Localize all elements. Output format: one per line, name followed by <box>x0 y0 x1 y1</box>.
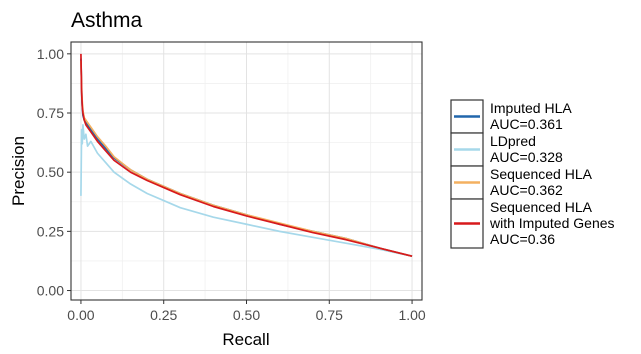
y-axis-ticks: 0.00 0.25 0.50 0.75 1.00 <box>37 46 71 299</box>
legend-label-line: with Imputed Genes <box>489 215 615 231</box>
x-tick-label-0: 0.00 <box>67 307 94 323</box>
x-tick-label-3: 0.75 <box>316 307 343 323</box>
legend-label-line: Sequenced HLA <box>490 199 593 215</box>
y-axis-title: Precision <box>9 136 28 206</box>
legend-label-line: AUC=0.362 <box>490 182 563 198</box>
y-tick-label-3: 0.75 <box>37 105 64 121</box>
x-tick-label-4: 1.00 <box>398 307 425 323</box>
series-lines <box>80 53 413 258</box>
y-tick-label-1: 0.25 <box>37 223 64 239</box>
legend-label-line: LDpred <box>490 133 536 149</box>
y-tick-label-0: 0.00 <box>37 283 64 299</box>
legend-label-line: Imputed HLA <box>490 100 572 116</box>
legend-label-0: Imputed HLA AUC=0.361 <box>490 100 572 132</box>
legend-label-1: LDpred AUC=0.328 <box>490 133 563 165</box>
legend-label-line: AUC=0.36 <box>490 231 555 247</box>
legend-label-line: AUC=0.361 <box>490 116 563 132</box>
legend-label-line: AUC=0.328 <box>490 149 563 165</box>
legend-label-line: Sequenced HLA <box>490 166 593 182</box>
x-tick-label-2: 0.50 <box>233 307 260 323</box>
legend-label-2: Sequenced HLA AUC=0.362 <box>490 166 593 198</box>
y-tick-label-2: 0.50 <box>37 164 64 180</box>
series-line-1 <box>80 123 413 258</box>
series-line-3 <box>80 53 413 258</box>
legend-label-3: Sequenced HLA with Imputed Genes AUC=0.36 <box>489 199 615 247</box>
x-tick-label-1: 0.25 <box>150 307 177 323</box>
chart-title: Asthma <box>71 9 143 32</box>
x-axis-ticks: 0.00 0.25 0.50 0.75 1.00 <box>67 300 426 323</box>
plot-panel <box>70 41 423 301</box>
y-tick-label-4: 1.00 <box>37 46 64 62</box>
x-axis-title: Recall <box>222 330 269 349</box>
